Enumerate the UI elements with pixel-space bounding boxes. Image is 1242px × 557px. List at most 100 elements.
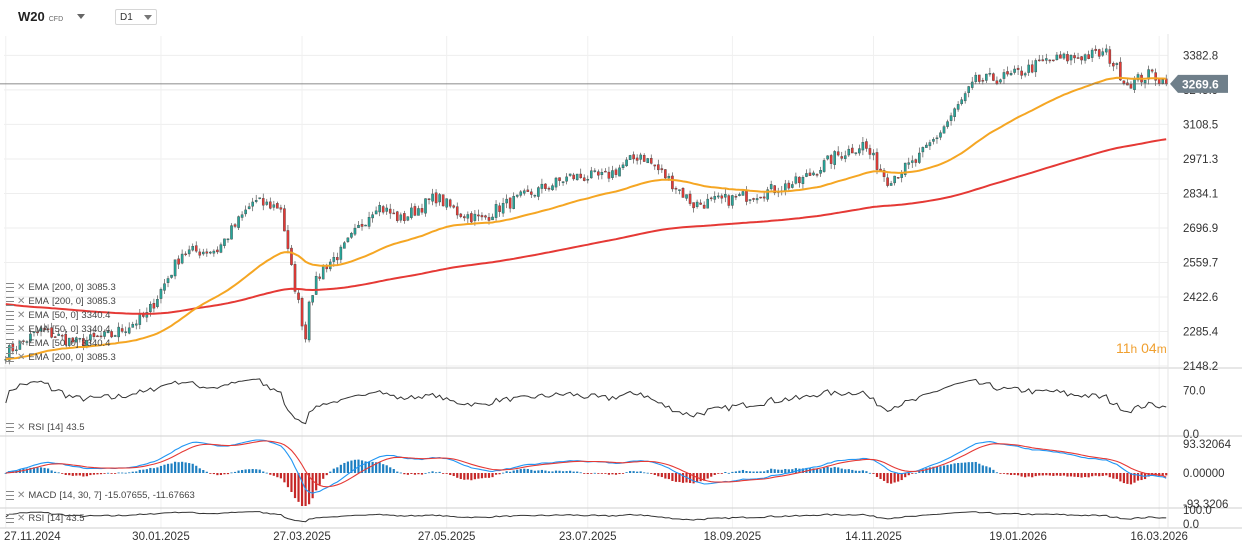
macd-histogram-bar	[882, 473, 886, 481]
macd-histogram-bar	[787, 469, 790, 473]
settings-lines-icon[interactable]	[6, 339, 14, 348]
settings-lines-icon[interactable]	[6, 491, 14, 500]
macd-histogram-bar	[385, 465, 388, 473]
legend-name: EMA	[28, 352, 49, 363]
macd-histogram-bar	[720, 473, 723, 474]
settings-lines-icon[interactable]	[6, 283, 14, 292]
candle	[653, 164, 657, 167]
close-icon[interactable]: ✕	[17, 513, 26, 524]
top-toolbar: W20 CFD D1	[0, 0, 1170, 34]
macd-histogram-bar	[339, 464, 342, 473]
candle	[759, 196, 762, 199]
candle	[1037, 59, 1041, 62]
x-tick-label: 18.09.2025	[704, 531, 762, 543]
candle	[32, 331, 36, 333]
macd-histogram-bar	[456, 473, 459, 478]
candle	[812, 172, 815, 176]
legend-name: EMA	[28, 296, 49, 307]
candle	[791, 184, 794, 188]
candle	[336, 257, 339, 261]
macd-histogram-bar	[191, 463, 194, 473]
candle	[794, 176, 798, 184]
candle	[508, 197, 512, 209]
close-icon[interactable]: ✕	[17, 282, 26, 293]
close-icon[interactable]: ✕	[17, 296, 26, 307]
candle	[953, 108, 956, 117]
settings-lines-icon[interactable]	[6, 325, 14, 334]
candle	[910, 160, 914, 163]
macd-histogram-bar	[498, 473, 501, 475]
candle	[956, 104, 960, 110]
settings-lines-icon[interactable]	[6, 311, 14, 320]
rsi-plot	[5, 378, 1167, 425]
indicator-legend: ✕ EMA [50, 0] 3340.4	[6, 324, 110, 335]
close-icon[interactable]: ✕	[17, 352, 26, 363]
candle	[395, 211, 399, 221]
macd-histogram-bar	[671, 473, 674, 482]
close-icon[interactable]: ✕	[17, 422, 26, 433]
close-icon[interactable]: ✕	[17, 324, 26, 335]
candle	[212, 250, 216, 254]
settings-lines-icon[interactable]	[6, 514, 14, 523]
macd-histogram-bar	[879, 473, 882, 479]
settings-lines-icon[interactable]	[6, 353, 14, 362]
candle	[265, 201, 269, 205]
candle	[258, 197, 262, 199]
macd-histogram-bar	[830, 467, 833, 473]
macd-histogram-bar	[466, 473, 469, 480]
candle	[149, 303, 152, 313]
candle	[89, 334, 92, 341]
candle	[441, 194, 445, 207]
candle	[946, 121, 949, 127]
macd-histogram-bar	[297, 473, 300, 502]
candle	[706, 198, 709, 209]
rsi2-plot	[5, 511, 1167, 523]
timeframe-selector[interactable]: D1	[115, 9, 157, 25]
x-tick-label: 27.11.2024	[4, 531, 61, 543]
candle	[438, 194, 441, 203]
candle	[1129, 83, 1133, 89]
candle	[1076, 57, 1080, 59]
close-icon[interactable]: ✕	[17, 490, 26, 501]
legend-value: 3340.4	[81, 338, 111, 349]
candle	[582, 177, 586, 181]
candle	[403, 213, 406, 221]
candle	[611, 170, 614, 178]
macd-histogram-bar	[851, 469, 854, 473]
macd-histogram-bar	[424, 472, 427, 474]
candle	[187, 249, 191, 255]
macd-histogram-bar	[188, 463, 191, 473]
rsi-y-label: 70.0	[1183, 386, 1205, 398]
legend-name: EMA	[28, 338, 49, 349]
settings-lines-icon[interactable]	[6, 423, 14, 432]
candle	[360, 223, 364, 227]
macd-histogram-bar	[688, 473, 692, 483]
candle	[674, 188, 678, 190]
macd-histogram-bar	[861, 470, 864, 474]
candle	[713, 196, 717, 200]
symbol-selector[interactable]: W20 CFD	[18, 9, 86, 24]
settings-lines-icon[interactable]	[6, 297, 14, 306]
candle	[625, 159, 628, 167]
candle	[635, 157, 639, 161]
macd-histogram-bar	[4, 473, 7, 474]
macd-histogram-bar	[124, 472, 127, 474]
legend-params: [50, 0]	[51, 324, 79, 335]
close-icon[interactable]: ✕	[17, 338, 26, 349]
macd-histogram-bar	[904, 473, 907, 478]
candle	[840, 156, 844, 159]
macd-histogram-bar	[593, 472, 596, 474]
candle	[1154, 72, 1157, 81]
candle	[858, 148, 861, 154]
legend-value: 3340.4	[81, 310, 111, 321]
candle	[477, 214, 480, 217]
candle	[533, 194, 537, 197]
candle	[314, 276, 318, 295]
y-tick-label: 3382.8	[1183, 50, 1218, 62]
macd-histogram-bar	[251, 468, 254, 473]
candle	[1097, 49, 1101, 57]
candle	[918, 152, 921, 163]
close-icon[interactable]: ✕	[17, 310, 26, 321]
